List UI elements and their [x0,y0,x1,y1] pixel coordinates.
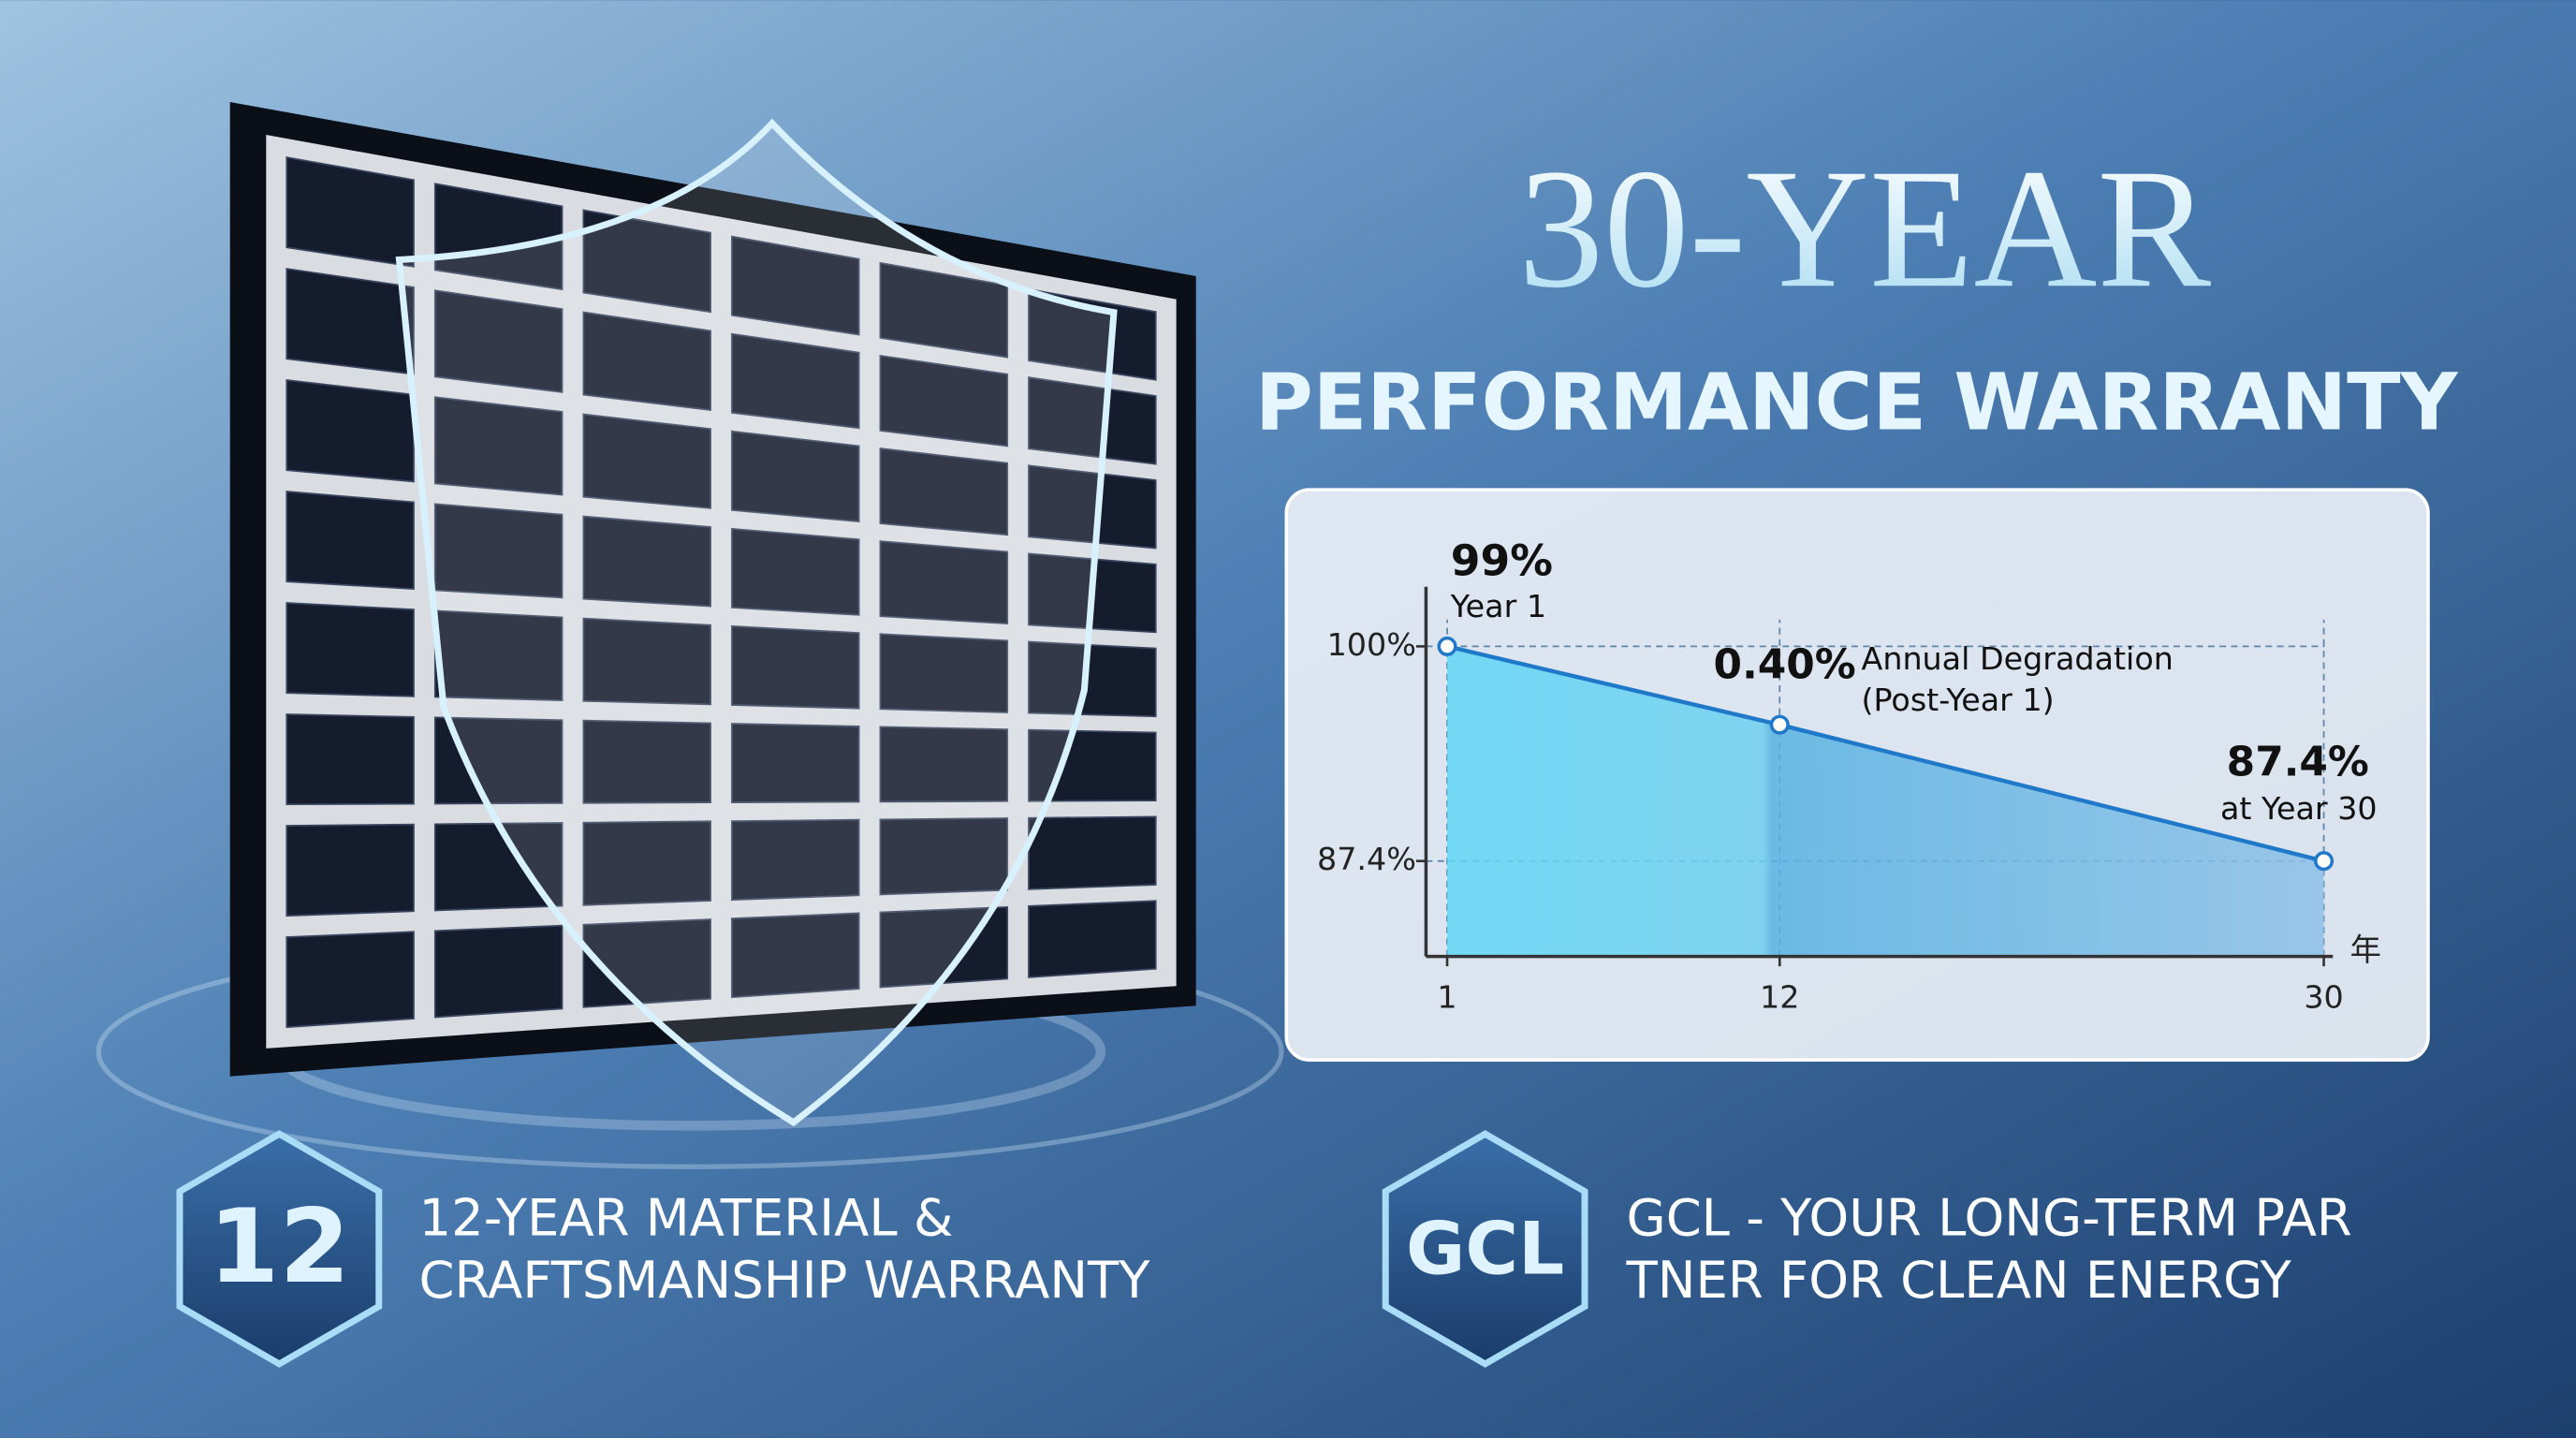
solar-cell [582,820,711,906]
solar-cell [879,633,1009,713]
badge-text: 12-YEAR MATERIAL & [419,1188,954,1247]
solar-cell [582,413,711,509]
solar-cell [433,289,564,393]
solar-cell [879,448,1009,536]
annotation: 99% [1451,536,1553,586]
solar-cell [879,726,1009,803]
shield [395,118,1118,1127]
solar-cell [285,156,415,268]
solar-cell [285,491,415,591]
footer: 12 12-YEAR MATERIAL &CRAFTSMANSHIP WARRAN… [176,1130,2352,1368]
annotation: at Year 30 [2220,790,2378,827]
title: 30-YEAR [1518,134,2211,323]
solar-cell [433,924,564,1019]
chart: 1 12 30 100% 87.4% 年 99%Year 1 0.40% Annual Degr… [1317,536,2381,1016]
subtitle: PERFORMANCE WARRANTY [1255,356,2459,448]
solar-cell [731,332,860,430]
annotation: 0.40% [1714,641,1856,689]
solar-cell [731,625,860,710]
solar-cell [285,379,415,483]
solar-cell [433,396,564,496]
annotation: 87.4% [2227,738,2369,785]
solar-cell [1028,376,1157,465]
x-tick-label: 12 [1760,979,1799,1016]
x-axis-label: 年 [2350,932,2381,968]
solar-cell [582,719,711,804]
solar-cell [433,609,564,702]
solar-cell [433,716,564,805]
solar-cell [433,183,564,291]
point [1769,714,1790,735]
badge-icon: GCL [1406,1207,1564,1291]
annotation: (Post-Year 1) [1862,682,2055,718]
point [1437,636,1457,656]
solar-cell [879,261,1009,359]
solar-cell [879,905,1009,989]
panel-cells [285,156,1157,1029]
y-tick-label: 100% [1327,626,1416,663]
solar-cell [731,235,860,336]
solar-cell [1028,640,1157,718]
badge-text: TNER FOR CLEAN ENERGY [1626,1251,2292,1310]
badge-hexagon [176,1130,383,1368]
annotation: Year 1 [1450,588,1546,624]
solar-cell [285,823,415,917]
point [2314,851,2334,872]
solar-cell [1028,728,1157,802]
solar-cell [731,430,860,523]
badge-hexagon [1382,1130,1588,1368]
solar-cell [1028,287,1157,381]
badge-text: GCL - YOUR LONG-TERM PAR [1627,1188,2352,1247]
solar-cell [879,540,1009,625]
x-tick-label: 30 [2304,979,2343,1016]
solar-cell [731,527,860,616]
solar-cell [879,354,1009,448]
solar-cell [582,311,711,412]
solar-cell [582,617,711,706]
x-tick-label: 1 [1437,979,1456,1016]
solar-cell [1028,900,1157,978]
solar-cell [285,602,415,697]
solar-cell [285,713,415,806]
solar-cell [433,822,564,912]
solar-cell [285,268,415,375]
solar-cell [1028,815,1157,890]
solar-cell [731,818,860,902]
badge-icon: 12 [209,1187,350,1306]
badge-text: CRAFTSMANSHIP WARRANTY [419,1251,1151,1310]
solar-cell [1028,464,1157,550]
solar-cell [582,515,711,608]
area [1447,646,2324,957]
solar-cell [731,723,860,803]
y-tick-label: 87.4% [1317,841,1416,877]
annotation: Annual Degradation [1862,640,2174,677]
solar-cell [731,912,860,999]
solar-cell [433,503,564,599]
solar-cell [582,209,711,314]
solar-cell [285,931,415,1029]
